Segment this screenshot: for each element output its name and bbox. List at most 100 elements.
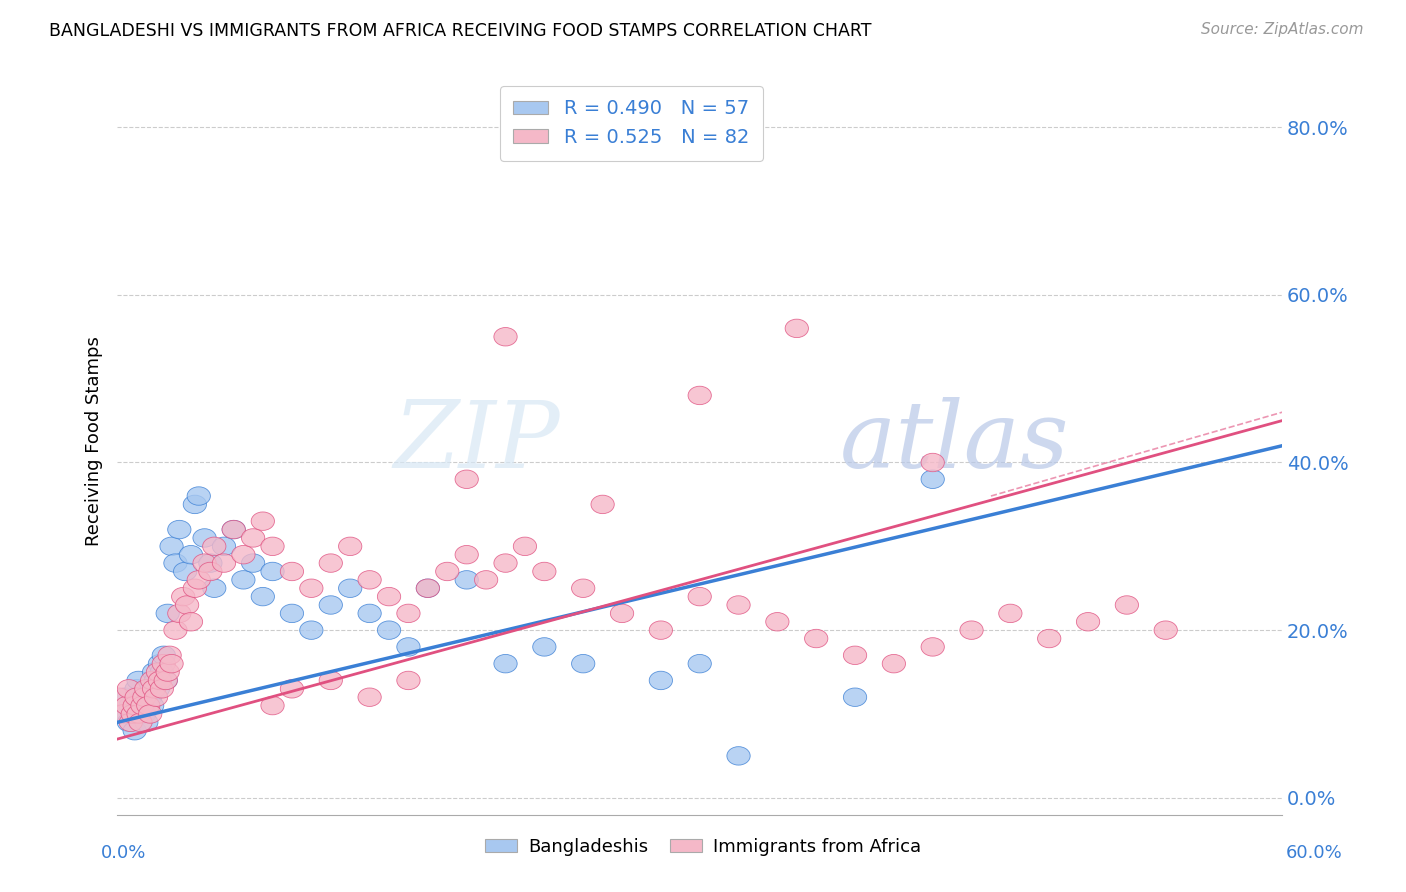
Ellipse shape <box>156 604 180 623</box>
Ellipse shape <box>132 705 156 723</box>
Text: BANGLADESHI VS IMMIGRANTS FROM AFRICA RECEIVING FOOD STAMPS CORRELATION CHART: BANGLADESHI VS IMMIGRANTS FROM AFRICA RE… <box>49 22 872 40</box>
Ellipse shape <box>152 646 176 665</box>
Ellipse shape <box>474 571 498 589</box>
Ellipse shape <box>141 697 163 714</box>
Ellipse shape <box>1115 596 1139 615</box>
Text: Source: ZipAtlas.com: Source: ZipAtlas.com <box>1201 22 1364 37</box>
Ellipse shape <box>533 562 555 581</box>
Ellipse shape <box>121 705 145 723</box>
Ellipse shape <box>155 671 177 690</box>
Ellipse shape <box>727 747 751 765</box>
Ellipse shape <box>135 680 157 698</box>
Ellipse shape <box>142 663 166 681</box>
Ellipse shape <box>120 713 142 731</box>
Ellipse shape <box>319 554 343 573</box>
Ellipse shape <box>160 655 183 673</box>
Ellipse shape <box>396 604 420 623</box>
Ellipse shape <box>456 470 478 489</box>
Ellipse shape <box>1038 630 1062 648</box>
Ellipse shape <box>202 579 226 598</box>
Ellipse shape <box>572 655 595 673</box>
Ellipse shape <box>319 671 343 690</box>
Ellipse shape <box>416 579 440 598</box>
Ellipse shape <box>222 520 245 539</box>
Ellipse shape <box>173 562 197 581</box>
Ellipse shape <box>688 386 711 405</box>
Ellipse shape <box>160 537 183 556</box>
Ellipse shape <box>117 713 141 731</box>
Ellipse shape <box>155 671 177 690</box>
Ellipse shape <box>688 588 711 606</box>
Ellipse shape <box>163 621 187 640</box>
Ellipse shape <box>280 680 304 698</box>
Ellipse shape <box>572 579 595 598</box>
Ellipse shape <box>129 697 152 714</box>
Ellipse shape <box>262 562 284 581</box>
Ellipse shape <box>252 512 274 531</box>
Ellipse shape <box>125 680 148 698</box>
Ellipse shape <box>242 529 264 547</box>
Ellipse shape <box>163 554 187 573</box>
Ellipse shape <box>1077 613 1099 631</box>
Ellipse shape <box>212 554 236 573</box>
Ellipse shape <box>222 520 245 539</box>
Ellipse shape <box>921 638 945 657</box>
Ellipse shape <box>804 630 828 648</box>
Ellipse shape <box>610 604 634 623</box>
Ellipse shape <box>998 604 1022 623</box>
Ellipse shape <box>513 537 537 556</box>
Ellipse shape <box>232 546 254 564</box>
Ellipse shape <box>141 671 163 690</box>
Ellipse shape <box>131 697 155 714</box>
Ellipse shape <box>172 588 195 606</box>
Ellipse shape <box>110 705 132 723</box>
Ellipse shape <box>127 705 150 723</box>
Text: atlas: atlas <box>839 397 1069 486</box>
Ellipse shape <box>136 697 160 714</box>
Legend: R = 0.490   N = 57, R = 0.525   N = 82: R = 0.490 N = 57, R = 0.525 N = 82 <box>499 86 763 161</box>
Ellipse shape <box>280 562 304 581</box>
Ellipse shape <box>183 495 207 514</box>
Ellipse shape <box>252 588 274 606</box>
Ellipse shape <box>844 646 866 665</box>
Ellipse shape <box>766 613 789 631</box>
Ellipse shape <box>146 680 170 698</box>
Ellipse shape <box>125 688 148 706</box>
Ellipse shape <box>132 688 156 706</box>
Ellipse shape <box>152 655 176 673</box>
Ellipse shape <box>122 722 146 740</box>
Ellipse shape <box>142 680 166 698</box>
Ellipse shape <box>1154 621 1177 640</box>
Ellipse shape <box>359 604 381 623</box>
Ellipse shape <box>212 537 236 556</box>
Ellipse shape <box>319 596 343 615</box>
Ellipse shape <box>456 571 478 589</box>
Ellipse shape <box>111 705 135 723</box>
Ellipse shape <box>844 688 866 706</box>
Ellipse shape <box>180 613 202 631</box>
Ellipse shape <box>650 671 672 690</box>
Ellipse shape <box>127 671 150 690</box>
Ellipse shape <box>136 680 160 698</box>
Ellipse shape <box>193 554 217 573</box>
Ellipse shape <box>122 697 146 714</box>
Ellipse shape <box>187 571 211 589</box>
Ellipse shape <box>882 655 905 673</box>
Ellipse shape <box>456 546 478 564</box>
Ellipse shape <box>114 688 136 706</box>
Ellipse shape <box>167 604 191 623</box>
Ellipse shape <box>960 621 983 640</box>
Ellipse shape <box>494 554 517 573</box>
Ellipse shape <box>131 688 155 706</box>
Ellipse shape <box>242 554 264 573</box>
Ellipse shape <box>198 562 222 581</box>
Ellipse shape <box>187 487 211 505</box>
Ellipse shape <box>117 680 141 698</box>
Text: ZIP: ZIP <box>394 397 560 486</box>
Ellipse shape <box>150 680 173 698</box>
Ellipse shape <box>135 713 157 731</box>
Ellipse shape <box>436 562 458 581</box>
Ellipse shape <box>299 579 323 598</box>
Ellipse shape <box>377 588 401 606</box>
Ellipse shape <box>396 638 420 657</box>
